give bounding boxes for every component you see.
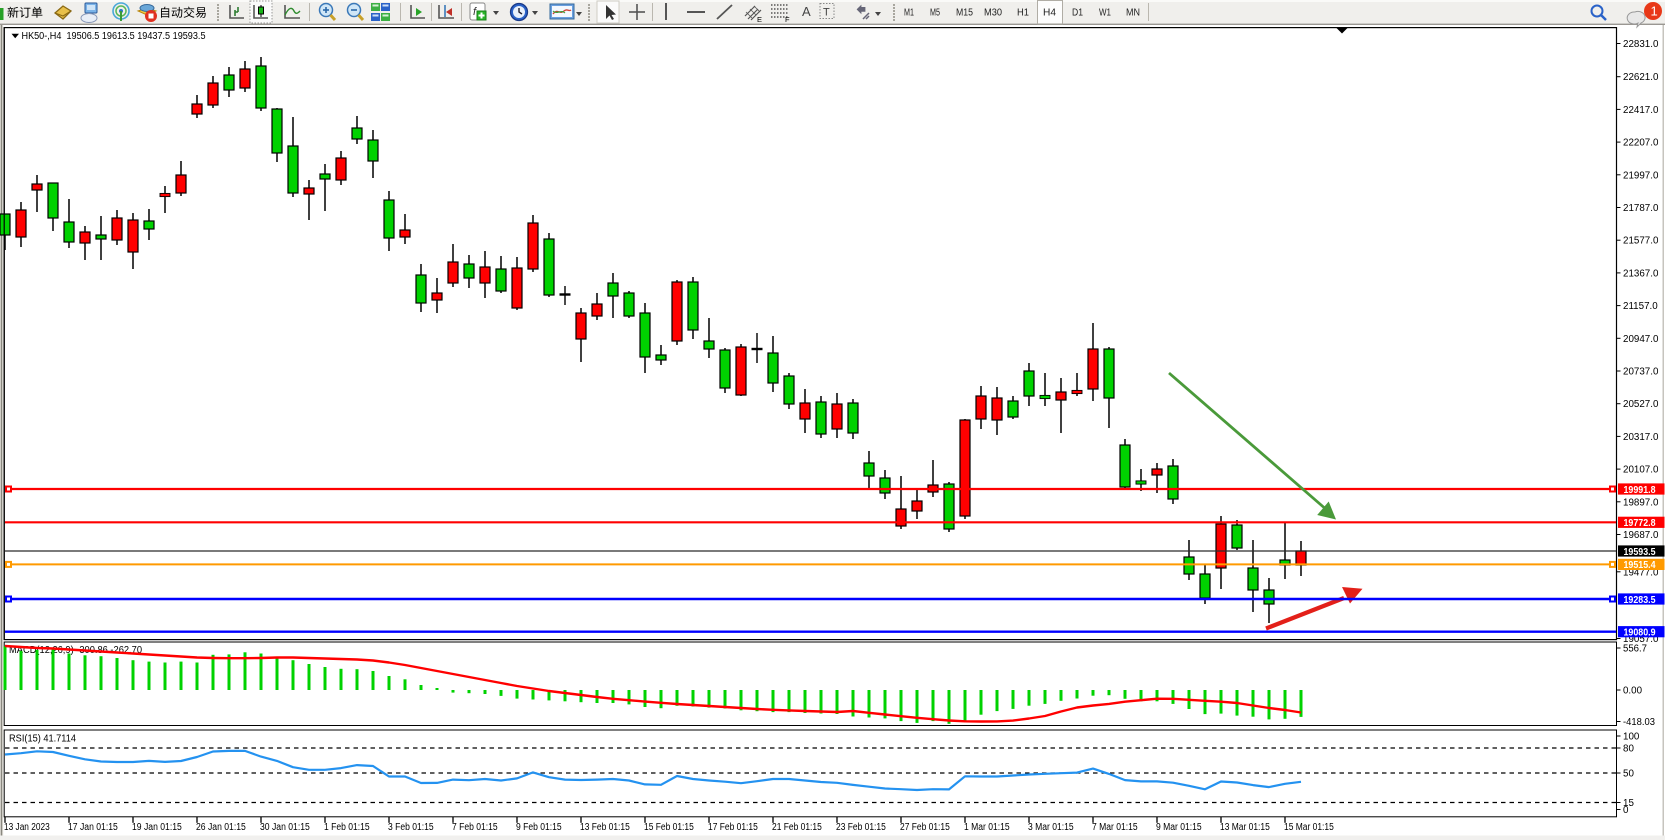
svg-text:30 Jan 01:15: 30 Jan 01:15 bbox=[260, 822, 310, 833]
svg-text:20317.0: 20317.0 bbox=[1623, 432, 1659, 443]
svg-text:556.7: 556.7 bbox=[1623, 644, 1647, 655]
svg-text:1: 1 bbox=[1651, 4, 1658, 19]
svg-text:15: 15 bbox=[1623, 798, 1634, 809]
svg-text:26 Jan 01:15: 26 Jan 01:15 bbox=[196, 822, 246, 833]
svg-text:19080.9: 19080.9 bbox=[1624, 628, 1656, 639]
svg-text:F: F bbox=[785, 15, 790, 24]
svg-text:3 Mar 01:15: 3 Mar 01:15 bbox=[1028, 822, 1074, 833]
svg-text:80: 80 bbox=[1623, 744, 1634, 755]
svg-text:22417.0: 22417.0 bbox=[1623, 105, 1659, 116]
svg-text:A: A bbox=[802, 4, 811, 19]
svg-text:M5: M5 bbox=[930, 7, 940, 18]
svg-text:13 Jan 2023: 13 Jan 2023 bbox=[4, 822, 50, 833]
svg-text:D1: D1 bbox=[1072, 7, 1083, 18]
svg-text:T: T bbox=[823, 7, 830, 19]
svg-text:1 Mar 01:15: 1 Mar 01:15 bbox=[964, 822, 1010, 833]
svg-text:15 Feb 01:15: 15 Feb 01:15 bbox=[644, 822, 694, 833]
svg-text:22831.0: 22831.0 bbox=[1623, 39, 1659, 50]
svg-text:20737.0: 20737.0 bbox=[1623, 367, 1659, 378]
svg-text:13 Feb 01:15: 13 Feb 01:15 bbox=[580, 822, 630, 833]
svg-text:15 Mar 01:15: 15 Mar 01:15 bbox=[1284, 822, 1334, 833]
svg-text:100: 100 bbox=[1623, 732, 1640, 743]
svg-text:19283.5: 19283.5 bbox=[1624, 595, 1656, 606]
svg-text:0: 0 bbox=[1623, 805, 1629, 816]
svg-text:7 Feb 01:15: 7 Feb 01:15 bbox=[452, 822, 498, 833]
svg-text:22207.0: 22207.0 bbox=[1623, 138, 1659, 149]
svg-text:17 Feb 01:15: 17 Feb 01:15 bbox=[708, 822, 758, 833]
svg-text:21 Feb 01:15: 21 Feb 01:15 bbox=[772, 822, 822, 833]
svg-text:19 Jan 01:15: 19 Jan 01:15 bbox=[132, 822, 182, 833]
svg-text:19897.0: 19897.0 bbox=[1623, 497, 1659, 508]
svg-text:21997.0: 21997.0 bbox=[1623, 170, 1659, 181]
svg-text:20107.0: 20107.0 bbox=[1623, 465, 1659, 476]
svg-text:19057.0: 19057.0 bbox=[1623, 634, 1659, 645]
svg-text:20527.0: 20527.0 bbox=[1623, 399, 1659, 410]
svg-text:E: E bbox=[757, 15, 762, 24]
svg-text:22621.0: 22621.0 bbox=[1623, 72, 1659, 83]
svg-text:21367.0: 21367.0 bbox=[1623, 268, 1659, 279]
svg-text:19772.8: 19772.8 bbox=[1624, 518, 1656, 529]
svg-text:21577.0: 21577.0 bbox=[1623, 236, 1659, 247]
svg-text:1 Feb 01:15: 1 Feb 01:15 bbox=[324, 822, 370, 833]
svg-text:9 Mar 01:15: 9 Mar 01:15 bbox=[1156, 822, 1202, 833]
svg-text:M15: M15 bbox=[956, 7, 973, 18]
svg-text:19477.0: 19477.0 bbox=[1623, 567, 1659, 578]
svg-text:0.00: 0.00 bbox=[1623, 686, 1643, 697]
svg-text:27 Feb 01:15: 27 Feb 01:15 bbox=[900, 822, 950, 833]
svg-text:f: f bbox=[473, 6, 477, 18]
svg-text:9 Feb 01:15: 9 Feb 01:15 bbox=[516, 822, 562, 833]
svg-text:3 Feb 01:15: 3 Feb 01:15 bbox=[388, 822, 434, 833]
svg-text:H1: H1 bbox=[1017, 7, 1029, 18]
svg-text:19515.4: 19515.4 bbox=[1624, 560, 1656, 571]
svg-text:H4: H4 bbox=[1043, 7, 1056, 18]
svg-text:21157.0: 21157.0 bbox=[1623, 301, 1658, 312]
svg-text:19991.8: 19991.8 bbox=[1624, 485, 1656, 496]
svg-text:7 Mar 01:15: 7 Mar 01:15 bbox=[1092, 822, 1138, 833]
svg-text:50: 50 bbox=[1623, 769, 1634, 780]
svg-text:W1: W1 bbox=[1099, 7, 1111, 18]
svg-text:17 Jan 01:15: 17 Jan 01:15 bbox=[68, 822, 118, 833]
svg-text:M30: M30 bbox=[984, 7, 1002, 18]
svg-text:RSI(15) 41.7114: RSI(15) 41.7114 bbox=[9, 734, 76, 745]
svg-text:23 Feb 01:15: 23 Feb 01:15 bbox=[836, 822, 886, 833]
svg-text:-418.03: -418.03 bbox=[1623, 717, 1656, 728]
svg-text:19687.0: 19687.0 bbox=[1623, 530, 1659, 541]
svg-text:HK50-,H4 19506.5 19613.5 1943: HK50-,H4 19506.5 19613.5 19437.5 19593.5 bbox=[22, 31, 206, 42]
svg-text:MN: MN bbox=[1126, 7, 1140, 18]
svg-text:M1: M1 bbox=[904, 7, 914, 18]
svg-text:19593.5: 19593.5 bbox=[1624, 547, 1656, 558]
svg-text:13 Mar 01:15: 13 Mar 01:15 bbox=[1220, 822, 1270, 833]
svg-text:20947.0: 20947.0 bbox=[1623, 334, 1659, 345]
svg-text:21787.0: 21787.0 bbox=[1623, 203, 1659, 214]
